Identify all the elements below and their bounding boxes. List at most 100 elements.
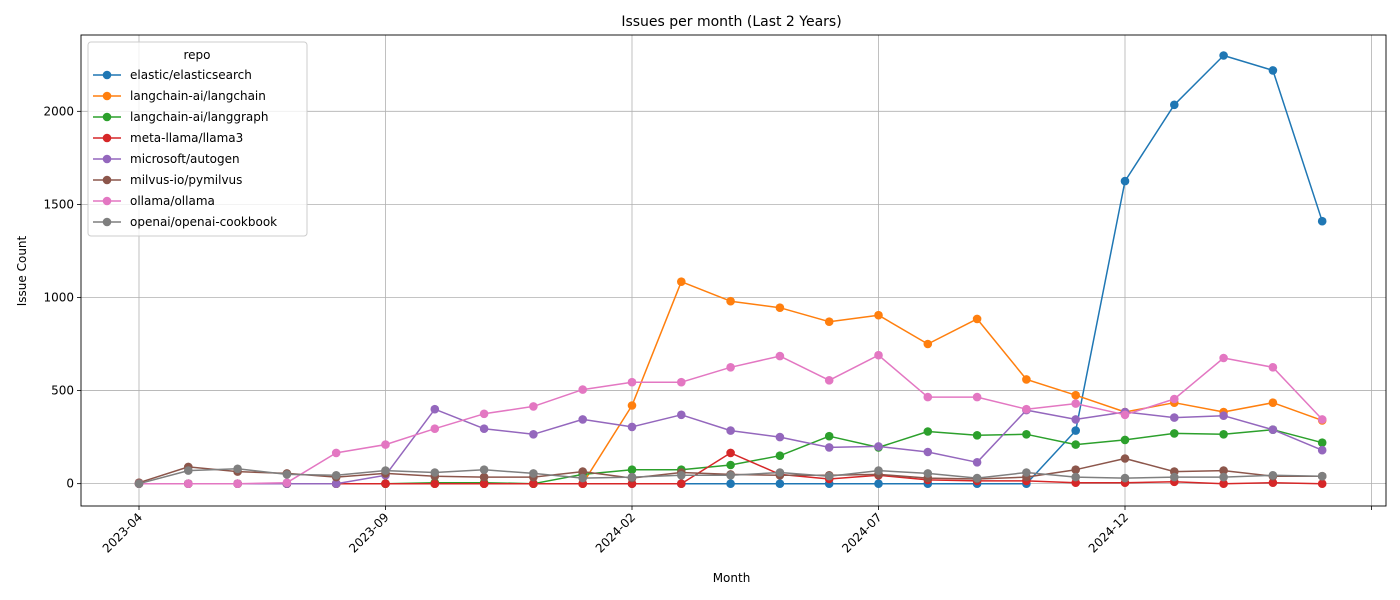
data-point (1317, 216, 1327, 226)
data-point (479, 479, 489, 489)
data-point (1071, 390, 1080, 400)
data-point (430, 468, 440, 477)
series-openai-openai-cookbook (134, 464, 1327, 489)
data-point (677, 479, 686, 489)
legend-item: microsoft/autogen (93, 152, 240, 166)
data-point (479, 465, 489, 475)
data-point (726, 363, 735, 372)
data-point (972, 431, 982, 440)
data-point (775, 468, 785, 477)
data-point (1219, 466, 1228, 475)
legend-swatch-marker (102, 196, 112, 206)
legend-item: meta-llama/llama3 (93, 131, 243, 145)
legend-swatch-marker (102, 112, 112, 122)
data-point (479, 409, 489, 419)
y-tick-label: 1500 (43, 197, 74, 211)
legend-item: elastic/elasticsearch (93, 68, 252, 82)
data-point (1022, 404, 1031, 414)
data-point (430, 424, 440, 434)
y-tick-label: 0 (66, 477, 74, 491)
data-point (1268, 398, 1278, 408)
data-point (923, 392, 933, 402)
data-point (824, 317, 834, 327)
data-point (1317, 479, 1327, 489)
data-point (578, 473, 587, 483)
legend-item: langchain-ai/langchain (93, 89, 266, 103)
data-point (479, 472, 489, 482)
legend-item: ollama/ollama (93, 194, 215, 208)
legend-title: repo (183, 48, 210, 62)
data-point (1317, 471, 1327, 481)
legend-frame (87, 41, 308, 237)
data-point (677, 277, 686, 287)
data-point (381, 440, 390, 449)
data-point (1219, 353, 1228, 363)
data-point (1071, 426, 1080, 435)
data-point (972, 458, 982, 467)
data-point (627, 401, 637, 410)
legend-swatch-marker (102, 91, 112, 101)
data-point (134, 479, 144, 489)
data-point (874, 350, 883, 360)
data-point (677, 471, 686, 480)
data-point (1071, 415, 1080, 424)
data-point (529, 469, 538, 478)
data-point (430, 404, 440, 414)
data-point (1268, 471, 1278, 480)
legend-swatch-marker (102, 154, 112, 164)
y-axis-title: Issue Count (15, 235, 29, 306)
x-tick-label: 2023-09 (346, 510, 391, 555)
data-point (430, 479, 440, 489)
data-point (1022, 468, 1031, 477)
data-point (874, 466, 883, 475)
data-point (677, 410, 686, 420)
legend-item: openai/openai-cookbook (93, 215, 277, 229)
data-point (627, 465, 637, 475)
legend-item: langchain-ai/langgraph (93, 110, 269, 124)
legend-swatch-marker (102, 175, 112, 185)
x-axis-title: Month (713, 571, 751, 585)
data-point (1120, 473, 1130, 483)
data-point (184, 479, 193, 489)
x-tick-label: 2023-04 (100, 510, 145, 555)
data-point (972, 473, 982, 483)
data-point (1120, 435, 1130, 445)
legend-label: meta-llama/llama3 (130, 131, 243, 145)
data-point (923, 469, 933, 478)
y-tick-label: 500 (51, 384, 74, 398)
legend-label: ollama/ollama (130, 194, 215, 208)
chart-title: Issues per month (Last 2 Years) (621, 14, 841, 30)
data-point (972, 392, 982, 402)
data-point (627, 472, 637, 482)
data-point (1170, 100, 1179, 110)
y-tick-label: 2000 (43, 104, 74, 118)
series-elastic-elasticsearch (134, 51, 1327, 489)
data-point (529, 430, 538, 439)
y-tick-label: 1000 (43, 290, 74, 304)
data-point (578, 385, 587, 394)
data-point (331, 479, 341, 489)
data-point (1071, 399, 1080, 408)
data-point (578, 415, 587, 424)
data-point (1022, 430, 1031, 439)
data-point (479, 424, 489, 434)
x-tick-label: 2024-07 (839, 510, 884, 555)
data-point (184, 466, 193, 475)
data-point (923, 339, 933, 349)
data-point (824, 471, 834, 481)
data-point (627, 377, 637, 387)
data-point (726, 296, 735, 306)
data-point (726, 471, 735, 480)
data-point (1219, 479, 1228, 489)
legend-swatch-marker (102, 217, 112, 227)
series-line (139, 54, 1323, 485)
data-point (775, 303, 785, 313)
data-point (1317, 445, 1327, 455)
data-point (923, 427, 933, 436)
series-layer (134, 51, 1327, 489)
data-point (1170, 429, 1179, 438)
data-point (1219, 430, 1228, 439)
x-axis: 2023-04 2023-09 2024-02 2024-07 2024-12 (100, 506, 1372, 556)
